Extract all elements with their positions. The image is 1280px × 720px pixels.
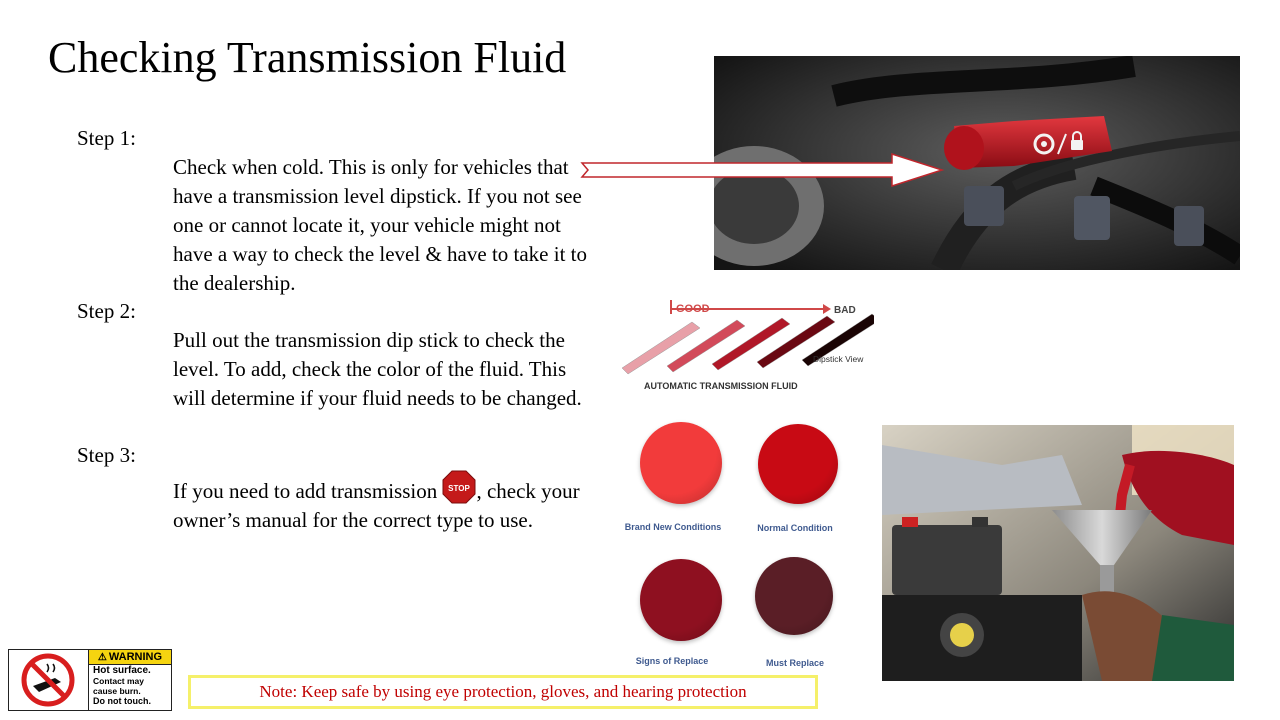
swatch-label-must-replace: Must Replace <box>765 658 825 668</box>
step-3-text: If you need to add transmission STOP , c… <box>173 470 593 535</box>
safety-note: Note: Keep safe by using eye protection,… <box>188 675 818 709</box>
swatch-normal <box>758 424 838 504</box>
chart-dipstick-label: Dipstick View <box>813 354 864 364</box>
chart-bad-label: BAD <box>834 305 856 316</box>
dipstick-stroke <box>666 319 746 373</box>
swatch-label-brand-new: Brand New Conditions <box>624 522 722 532</box>
step-2-text: Pull out the transmission dip stick to c… <box>173 328 582 410</box>
stop-sign-text: STOP <box>449 484 471 493</box>
adding-fluid-photo <box>882 425 1234 681</box>
no-touch-hot-surface-icon <box>9 650 89 710</box>
fluid-color-chart: GOOD BAD Dipstick View AUTOMATIC TRANSMI… <box>618 296 881 396</box>
hot-surface-warning-label: ⚠ WARNING Hot surface. Contact may cause … <box>8 649 172 711</box>
warning-line-1: Hot surface. <box>93 665 151 676</box>
step-3-text-after: , check your owner’s manual for the corr… <box>173 479 580 532</box>
fluid-swatch-panel: Brand New Conditions Normal Condition Si… <box>612 414 872 676</box>
dipstick-stroke <box>621 321 701 375</box>
step-3-text-before: If you need to add transmission <box>173 479 438 503</box>
step-3-label: Step 3: <box>77 443 136 467</box>
swatch-brand-new <box>640 422 722 504</box>
warning-line-3: Do not touch. <box>93 696 151 706</box>
warning-header: ⚠ WARNING <box>89 650 171 665</box>
swatch-signs-of-replace <box>640 559 722 641</box>
chart-caption: AUTOMATIC TRANSMISSION FLUID <box>644 381 798 391</box>
step-1-label: Step 1: <box>77 126 136 150</box>
swatch-label-signs-of-replace: Signs of Replace <box>635 656 709 666</box>
warning-triangle-icon: ⚠ <box>97 652 107 663</box>
step-2-label: Step 2: <box>77 299 136 323</box>
dipstick-stroke <box>756 315 836 369</box>
chart-good-label: GOOD <box>676 303 710 315</box>
warning-line-2: Contact may cause burn. <box>93 676 145 696</box>
warning-text: Hot surface. Contact may cause burn. Do … <box>93 665 169 707</box>
swatch-must-replace <box>755 557 833 635</box>
swatch-label-normal: Normal Condition <box>757 523 833 533</box>
pointer-arrow <box>580 152 945 188</box>
dipstick-stroke <box>711 317 791 371</box>
slide-title: Checking Transmission Fluid <box>48 33 567 82</box>
stop-sign-icon: STOP <box>442 470 476 504</box>
step-1-text: Check when cold. This is only for vehicl… <box>173 155 588 295</box>
